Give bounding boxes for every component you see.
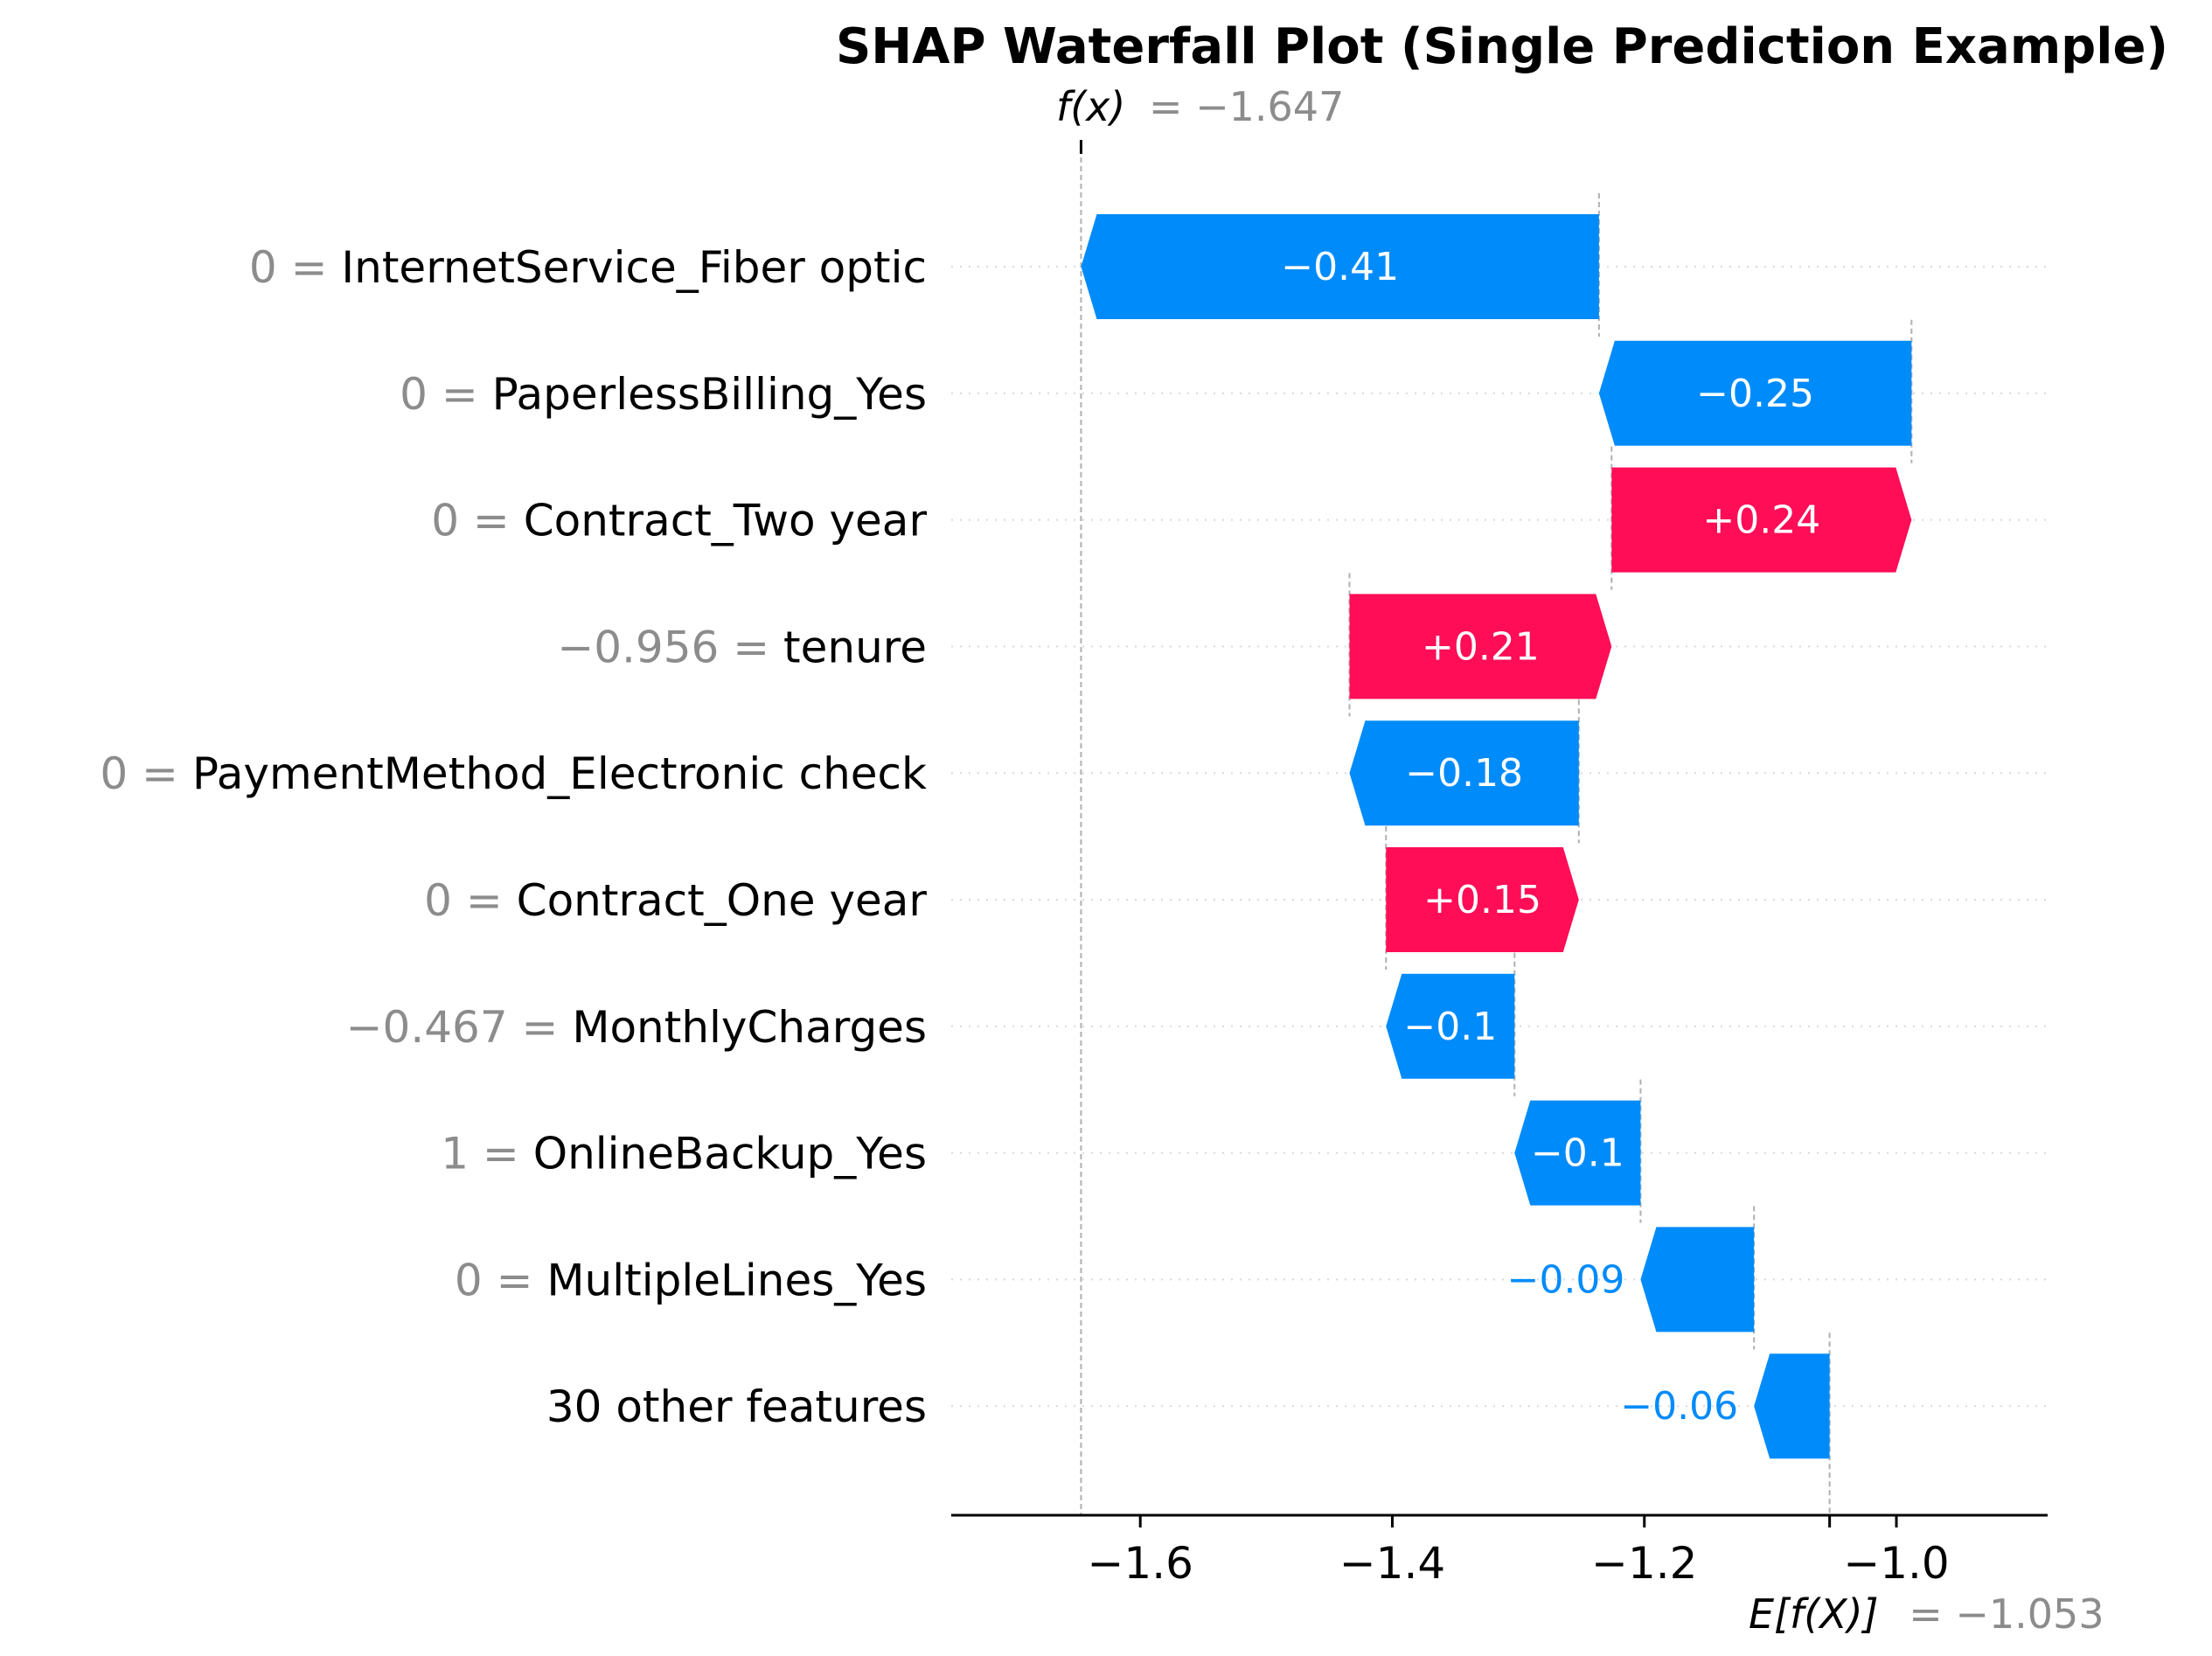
bar-value-label: −0.1 [1531,1131,1624,1176]
feature-value: 0 = [455,1255,547,1305]
base-label-name: E[f(X)] [1749,1590,1879,1638]
fx-label: f(x) = −1.647 [1056,83,1344,130]
feature-label: −0.956 = tenure [557,622,927,672]
bar-6 [1386,973,1515,1079]
feature-name: MultipleLines_Yes [546,1255,927,1305]
feature-value: 0 = [424,875,517,926]
fx-label-value: −1.647 [1195,83,1344,130]
feature-name: MonthlyCharges [572,1002,927,1053]
bar-4 [1349,720,1579,826]
bar-1 [1598,340,1912,446]
base-value-label: E[f(X)] = −1.053 [1749,1590,2104,1638]
x-axis: −1.6 −1.4 −1.2 −1.0 [951,1513,2048,1589]
feature-name: InternetService_Fiber optic [341,242,927,293]
x-tick-label: −1.6 [1087,1538,1193,1589]
feature-value: −0.467 = [346,1002,573,1053]
feature-label: 1 = OnlineBackup_Yes [441,1129,927,1179]
feature-label: 0 = MultipleLines_Yes [455,1255,927,1305]
x-tick-label: −1.2 [1591,1538,1697,1589]
bar-2 [1611,467,1912,573]
bar-3 [1349,594,1612,699]
bar-value-label: −0.1 [1403,1005,1497,1049]
bar-value-label: +0.15 [1423,878,1541,922]
fx-label-equals: = [1149,83,1195,130]
feature-name: Contract_One year [517,875,928,926]
feature-name: PaperlessBilling_Yes [492,369,927,420]
feature-value: 1 = [441,1129,533,1179]
bar-value-label: −0.18 [1405,751,1523,796]
bar-9 [1754,1353,1830,1459]
bar-0 [1081,214,1599,319]
base-label-value: −1.053 [1955,1590,2104,1638]
feature-label: −0.467 = MonthlyCharges [346,1002,927,1053]
bar-5 [1386,847,1579,952]
bar-value-label: +0.24 [1702,498,1820,543]
feature-label: 0 = PaperlessBilling_Yes [400,369,927,420]
feature-label: 0 = Contract_One year [424,875,927,926]
x-tick-label: −1.0 [1843,1538,1949,1589]
feature-name: Contract_Two year [524,496,928,546]
bars: −0.41 −0.25 +0.24 +0.21 −0.18 +0.15 −0.1 −0.1 −0… [1081,214,1912,1459]
feature-value: −0.956 = [557,622,783,672]
feature-name: tenure [783,622,927,672]
feature-value: 0 = [249,242,342,293]
bar-value-label: +0.21 [1422,624,1540,669]
bar-value-label: −0.06 [1620,1384,1738,1429]
bar-value-label: −0.25 [1696,372,1814,416]
bar-value-label: −0.41 [1281,245,1399,289]
chart-title: SHAP Waterfall Plot (Single Prediction E… [836,18,2168,75]
feature-value: 0 = [431,496,524,546]
feature-label: 0 = PaymentMethod_Electronic check [100,748,927,799]
bar-8 [1640,1227,1755,1332]
feature-label: 0 = Contract_Two year [431,496,927,546]
bar-7 [1514,1100,1641,1206]
bar-value-label: −0.09 [1507,1257,1625,1302]
feature-value: 0 = [400,369,492,420]
feature-value: 0 = [100,748,192,799]
feature-label: 0 = InternetService_Fiber optic [249,242,927,293]
feature-name: 30 other features [546,1381,927,1432]
fx-label-name: f(x) [1056,83,1125,130]
feature-name: PaymentMethod_Electronic check [192,748,927,799]
x-tick-label: −1.4 [1339,1538,1445,1589]
base-label-equals: = [1909,1590,1955,1638]
feature-name: OnlineBackup_Yes [533,1129,927,1179]
feature-label: 30 other features [546,1381,927,1432]
